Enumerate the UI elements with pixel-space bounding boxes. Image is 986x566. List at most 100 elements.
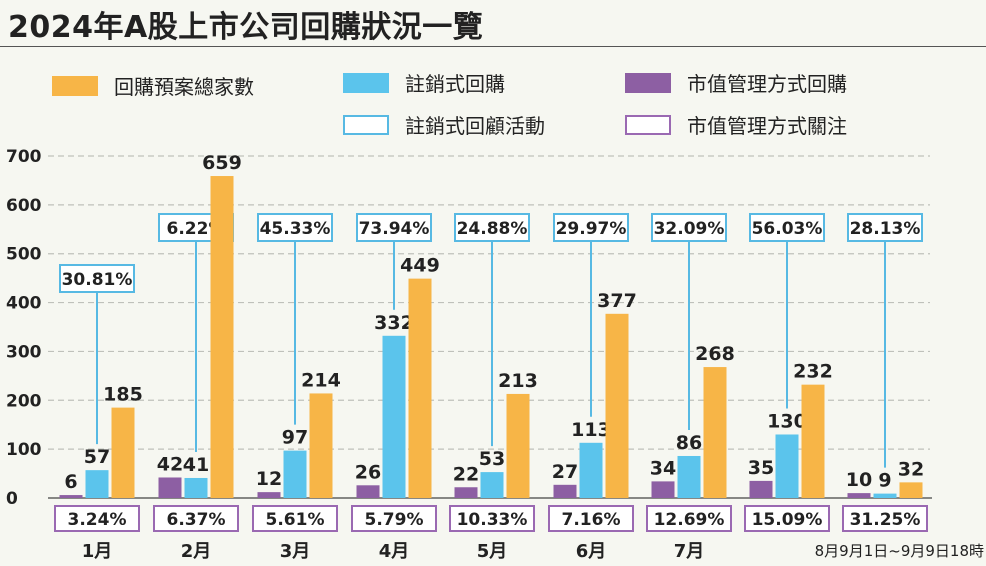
legend-item-cancellation: 註銷式回購	[343, 68, 505, 97]
buyback-total-bar	[111, 407, 135, 498]
legend-label-cancellation: 註銷式回購	[405, 72, 505, 96]
cancellation-ratio-label: 56.03%	[752, 219, 823, 239]
cancellation-ratio-box	[651, 213, 727, 242]
legend-swatch-market-value	[625, 72, 671, 93]
legend-label-market-value: 市值管理方式回購	[687, 72, 847, 96]
market-value-value-label: 10	[846, 469, 872, 491]
market-value-value-label: 27	[552, 461, 578, 483]
buyback-total-bar	[309, 393, 333, 498]
cancellation-ratio-box	[59, 264, 135, 293]
legend-swatch-cancellation	[343, 72, 389, 93]
buyback-total-value-label: 449	[400, 255, 440, 277]
legend-label-buyback-total: 回購預案總家數	[114, 75, 254, 99]
cancellation-ratio-label: 28.13%	[850, 219, 921, 239]
market-value-ratio-label: 6.37%	[167, 510, 226, 530]
cancellation-bar	[85, 470, 109, 498]
buyback-total-value-label: 659	[202, 152, 242, 174]
cancellation-ratio-box	[454, 213, 530, 242]
cancellation-ratio-box	[356, 213, 432, 242]
market-value-bar	[257, 492, 281, 498]
market-value-bar	[59, 495, 83, 498]
cancellation-ratio-label: 30.81%	[62, 270, 133, 290]
cancellation-bar	[579, 442, 603, 498]
footnote: 8月9月1日~9月9日18時	[814, 542, 984, 560]
x-category-label: 2月	[181, 541, 212, 562]
y-tick-label: 400	[6, 294, 42, 314]
market-value-ratio-box	[351, 505, 437, 532]
market-value-ratio-label: 12.69%	[654, 510, 725, 530]
legend-item-market-value-outline: 市值管理方式關注	[625, 110, 847, 139]
buyback-total-value-label: 232	[793, 361, 833, 383]
cancellation-ratio-label: 24.88%	[457, 219, 528, 239]
buyback-total-value-label: 268	[695, 343, 735, 365]
cancellation-value-label: 86	[676, 432, 702, 454]
buyback-total-value-label: 214	[301, 369, 341, 391]
buyback-total-bar	[506, 393, 530, 498]
market-value-bar	[158, 477, 182, 498]
market-value-ratio-label: 15.09%	[752, 510, 823, 530]
market-value-bar	[356, 485, 380, 498]
market-value-bar	[749, 480, 773, 498]
cancellation-value-label: 332	[374, 312, 414, 334]
market-value-ratio-label: 5.61%	[266, 510, 325, 530]
y-tick-label: 200	[6, 391, 42, 411]
y-tick-label: 600	[6, 196, 42, 216]
cancellation-ratio-box	[749, 213, 825, 242]
cancellation-bar	[677, 455, 701, 498]
buyback-total-value-label: 213	[498, 370, 538, 392]
legend-item-market-value: 市值管理方式回購	[625, 68, 847, 97]
x-category-label: 7月	[674, 541, 705, 562]
cancellation-ratio-box	[847, 213, 923, 242]
cancellation-value-label: 41	[183, 454, 209, 476]
y-tick-label: 100	[6, 440, 42, 460]
market-value-ratio-label: 31.25%	[850, 510, 921, 530]
buyback-total-value-label: 185	[103, 384, 143, 406]
market-value-ratio-box	[54, 505, 140, 532]
market-value-bar	[651, 481, 675, 498]
market-value-ratio-box	[153, 505, 239, 532]
cancellation-value-label: 53	[479, 448, 505, 470]
x-category-label: 1月	[82, 541, 113, 562]
market-value-ratio-label: 7.16%	[562, 510, 621, 530]
cancellation-value-label: 130	[767, 410, 807, 432]
cancellation-bar	[775, 434, 799, 498]
cancellation-value-label: 113	[571, 419, 611, 441]
cancellation-value-label: 57	[84, 446, 110, 468]
market-value-value-label: 6	[64, 471, 77, 493]
x-category-label: 5月	[477, 541, 508, 562]
legend-swatch-buyback-total	[52, 75, 98, 96]
cancellation-bar	[283, 450, 307, 498]
cancellation-ratio-label: 45.33%	[260, 219, 331, 239]
market-value-value-label: 35	[748, 457, 774, 479]
cancellation-bar	[480, 472, 504, 498]
y-tick-label: 300	[6, 342, 42, 362]
x-category-label: 4月	[379, 541, 410, 562]
legend-item-buyback-total: 回購預案總家數	[52, 71, 254, 100]
market-value-value-label: 22	[453, 463, 479, 485]
cancellation-ratio-box	[257, 213, 333, 242]
market-value-ratio-label: 3.24%	[68, 510, 127, 530]
y-tick-label: 0	[6, 489, 18, 509]
y-tick-label: 700	[6, 147, 42, 167]
cancellation-value-label: 97	[282, 427, 308, 449]
chart-title: 2024年A股上市公司回購狀況一覽	[8, 10, 484, 45]
buyback-total-value-label: 377	[597, 290, 637, 312]
market-value-ratio-box	[744, 505, 830, 532]
market-value-ratio-box	[548, 505, 634, 532]
cancellation-value-label: 9	[878, 470, 891, 492]
x-category-label: 3月	[280, 541, 311, 562]
buyback-total-bar	[605, 313, 629, 498]
legend-swatch-cancellation-outline	[343, 114, 389, 135]
cancellation-ratio-label: 73.94%	[359, 219, 430, 239]
cancellation-bar	[184, 477, 208, 498]
cancellation-ratio-label: 29.97%	[556, 219, 627, 239]
market-value-bar	[454, 487, 478, 498]
market-value-ratio-box	[646, 505, 732, 532]
y-tick-label: 500	[6, 245, 42, 265]
cancellation-ratio-box	[553, 213, 629, 242]
market-value-bar	[553, 484, 577, 498]
market-value-bar	[847, 493, 871, 498]
market-value-ratio-box	[449, 505, 535, 532]
buyback-total-bar	[801, 384, 825, 498]
